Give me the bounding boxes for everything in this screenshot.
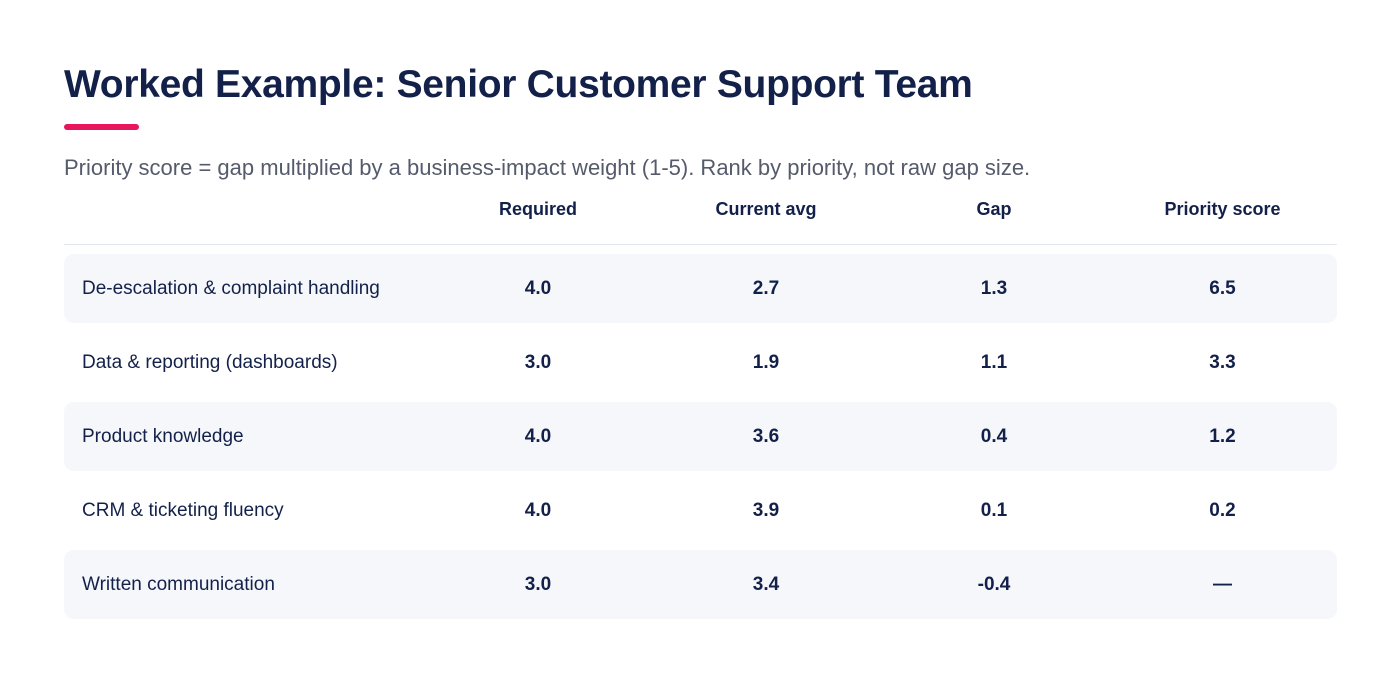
- table-row: Data & reporting (dashboards) 3.0 1.9 1.…: [64, 328, 1337, 397]
- current-avg-value: 2.7: [752, 277, 780, 299]
- required-value: 4.0: [524, 499, 552, 521]
- required-value: 4.0: [524, 425, 552, 447]
- table-row: Written communication 3.0 3.4 -0.4 —: [64, 550, 1337, 619]
- priority-score-value: 3.3: [1209, 351, 1236, 373]
- table-row: De-escalation & complaint handling 4.0 2…: [64, 254, 1337, 323]
- skills-gap-table: Required Current avg Gap Priority score …: [64, 193, 1337, 619]
- gap-value: 0.4: [980, 425, 1008, 447]
- skill-name: Data & reporting (dashboards): [82, 351, 338, 373]
- page-title: Worked Example: Senior Customer Support …: [64, 63, 973, 106]
- header-skill: [64, 193, 424, 199]
- table-body: De-escalation & complaint handling 4.0 2…: [64, 254, 1337, 619]
- priority-score-value: 0.2: [1209, 499, 1236, 521]
- required-value: 4.0: [524, 277, 552, 299]
- required-value: 3.0: [524, 573, 552, 595]
- gap-value: 1.1: [980, 351, 1008, 373]
- current-avg-value: 1.9: [752, 351, 780, 373]
- table-row: CRM & ticketing fluency 4.0 3.9 0.1 0.2: [64, 476, 1337, 545]
- gap-value: -0.4: [977, 573, 1011, 595]
- header-gap: Gap: [976, 199, 1012, 219]
- gap-value: 0.1: [980, 499, 1008, 521]
- header-required: Required: [498, 199, 577, 219]
- current-avg-value: 3.4: [752, 573, 780, 595]
- priority-score-value: 6.5: [1209, 277, 1236, 299]
- skill-name: Written communication: [82, 573, 275, 595]
- skill-name: Product knowledge: [82, 425, 244, 447]
- skill-name: De-escalation & complaint handling: [82, 277, 380, 299]
- title-accent-bar: [64, 124, 139, 130]
- table-row: Product knowledge 4.0 3.6 0.4 1.2: [64, 402, 1337, 471]
- gap-value: 1.3: [980, 277, 1008, 299]
- table-header-row: Required Current avg Gap Priority score: [64, 193, 1337, 245]
- current-avg-value: 3.9: [752, 499, 780, 521]
- skill-name: CRM & ticketing fluency: [82, 499, 284, 521]
- priority-score-value: 1.2: [1209, 425, 1236, 447]
- header-priority-score: Priority score: [1164, 199, 1281, 219]
- current-avg-value: 3.6: [752, 425, 780, 447]
- required-value: 3.0: [524, 351, 552, 373]
- priority-score-value: —: [1213, 573, 1232, 595]
- header-current-avg: Current avg: [715, 199, 817, 219]
- page-subtitle: Priority score = gap multiplied by a bus…: [64, 155, 1031, 180]
